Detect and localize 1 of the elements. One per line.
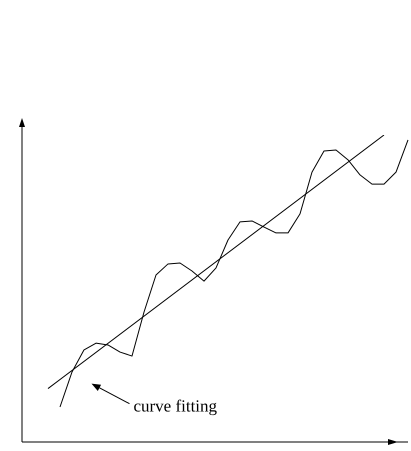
annotation: curve fitting (133, 396, 218, 416)
